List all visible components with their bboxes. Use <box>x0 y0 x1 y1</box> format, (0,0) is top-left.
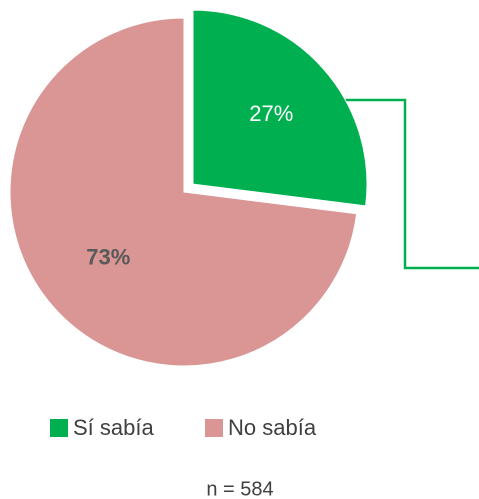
legend-swatch <box>50 419 68 437</box>
legend-swatch <box>205 419 223 437</box>
legend-label: Sí sabía <box>73 415 154 440</box>
leader-line <box>345 98 479 270</box>
data-label: 27% <box>249 101 293 126</box>
legend-label: No sabía <box>228 415 317 440</box>
data-label: 73% <box>86 245 130 270</box>
pie-slice <box>192 9 368 207</box>
sample-size: n = 584 <box>206 478 273 499</box>
pie-slice <box>9 17 358 367</box>
